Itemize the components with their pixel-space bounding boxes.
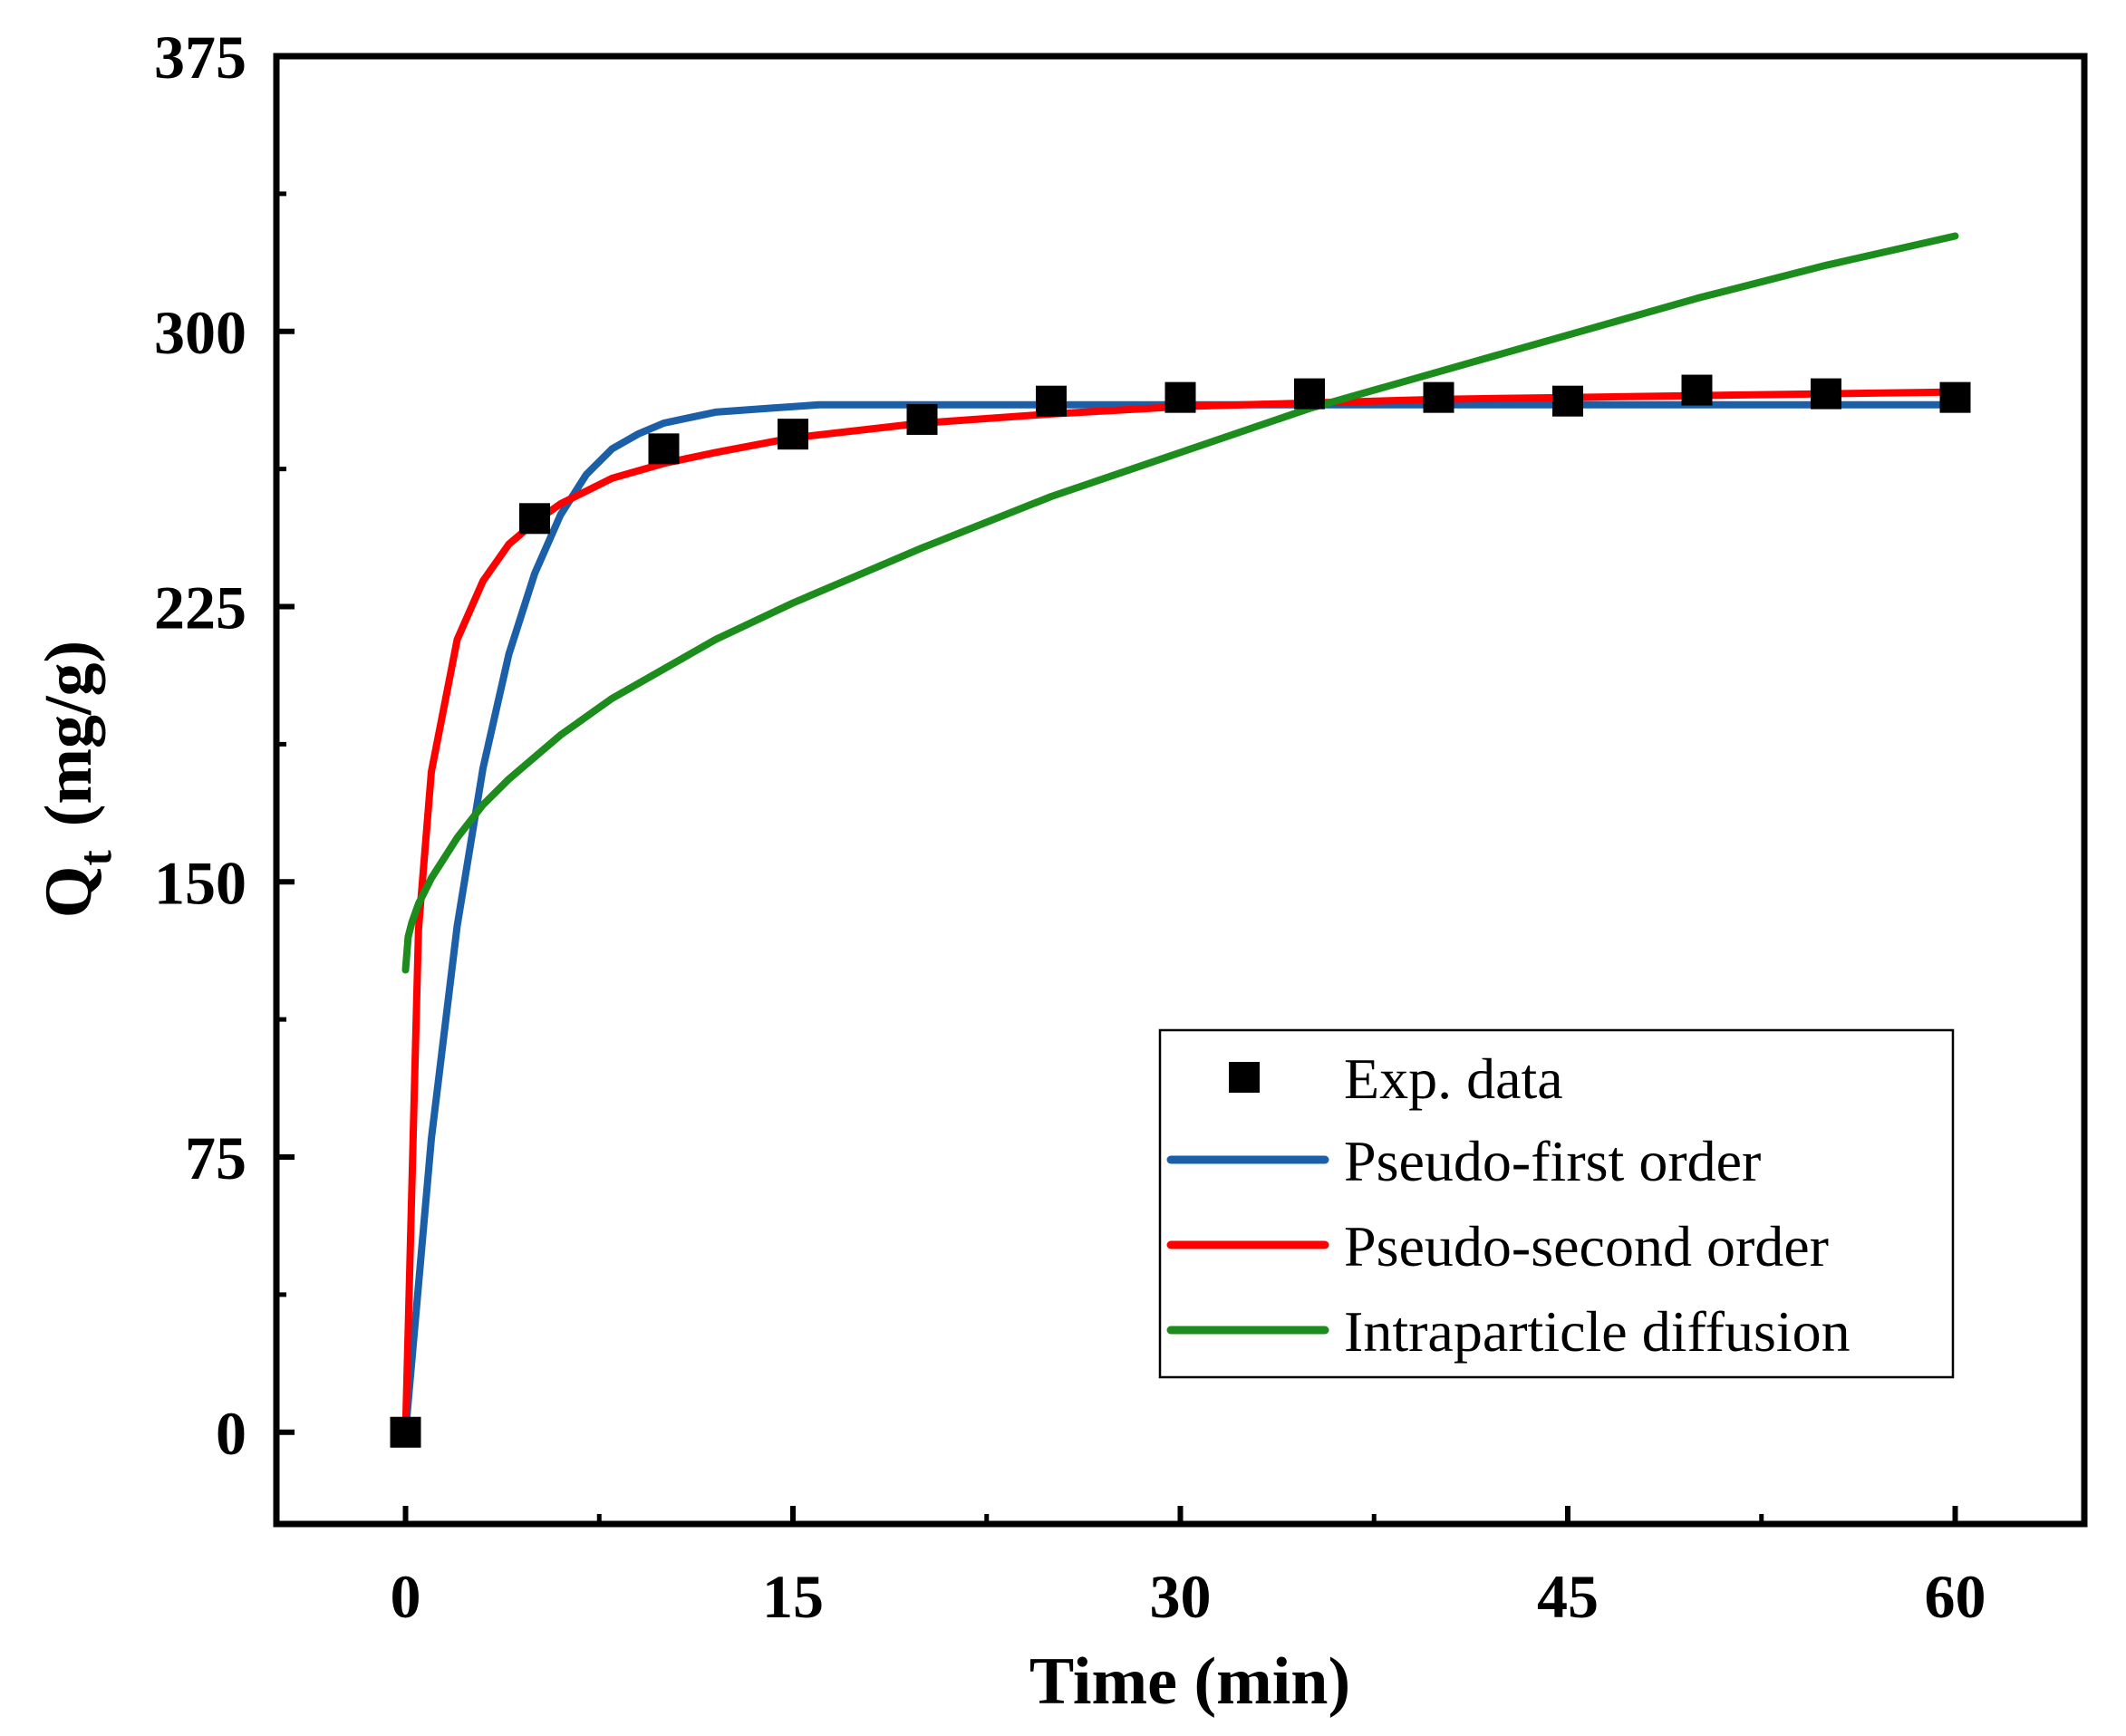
y-axis-title-sub: t (70, 850, 121, 866)
y-tick-label: 150 (154, 848, 246, 917)
y-tick-label: 225 (154, 574, 246, 642)
data-point-exp-data (390, 1416, 421, 1448)
series-line-pseudo-first-order (401, 400, 1959, 1436)
y-tick-label: 75 (185, 1124, 246, 1192)
legend-label-pseudo-first-order: Pseudo-first order (1344, 1129, 1761, 1193)
data-point-exp-data (1164, 381, 1196, 413)
series-line-intraparticle-diffusion (401, 232, 1959, 974)
data-point-exp-data (1036, 385, 1067, 417)
data-point-exp-data (1552, 385, 1583, 417)
data-point-exp-data (1681, 374, 1713, 406)
y-tick-label: 0 (216, 1399, 246, 1468)
plot-frame (273, 53, 2088, 1528)
x-axis-title: Time (min) (1029, 1644, 1350, 1719)
y-axis-title-unit: (mg/g) (32, 641, 106, 827)
x-tick-label: 60 (1925, 1562, 1986, 1631)
data-point-exp-data (1423, 381, 1454, 413)
legend-box (1158, 1028, 1955, 1379)
x-tick-label: 15 (762, 1562, 824, 1631)
y-tick-label: 300 (154, 298, 246, 367)
legend-label-intraparticle-diffusion: Intraparticle diffusion (1344, 1299, 1851, 1364)
exp-data-points (390, 374, 1971, 1448)
data-point-exp-data (648, 433, 680, 465)
series-lines (401, 232, 1959, 1436)
legend-label-pseudo-second-order: Pseudo-second order (1344, 1214, 1829, 1278)
series-line-pseudo-second-order (401, 388, 1959, 1436)
legend: Exp. data Pseudo-first order Pseudo-seco… (1158, 1028, 1955, 1379)
data-point-exp-data (1939, 381, 1971, 413)
y-axis-title: Qt (mg/g) (32, 641, 121, 918)
data-point-exp-data (906, 403, 938, 435)
data-point-exp-data (519, 503, 550, 535)
x-tick-label: 45 (1537, 1562, 1599, 1631)
legend-marker-exp-data (1229, 1062, 1260, 1093)
data-point-exp-data (778, 419, 808, 450)
data-point-exp-data (1811, 378, 1841, 410)
data-point-exp-data (1294, 378, 1325, 410)
tick-labels: 0 15 30 45 60 0 75 150 225 300 375 (154, 23, 1986, 1631)
x-tick-label: 0 (391, 1562, 421, 1631)
x-tick-label: 30 (1150, 1562, 1212, 1631)
y-tick-label: 375 (154, 23, 246, 92)
y-axis-title-main: Q (32, 866, 106, 919)
legend-label-exp-data: Exp. data (1344, 1046, 1563, 1111)
